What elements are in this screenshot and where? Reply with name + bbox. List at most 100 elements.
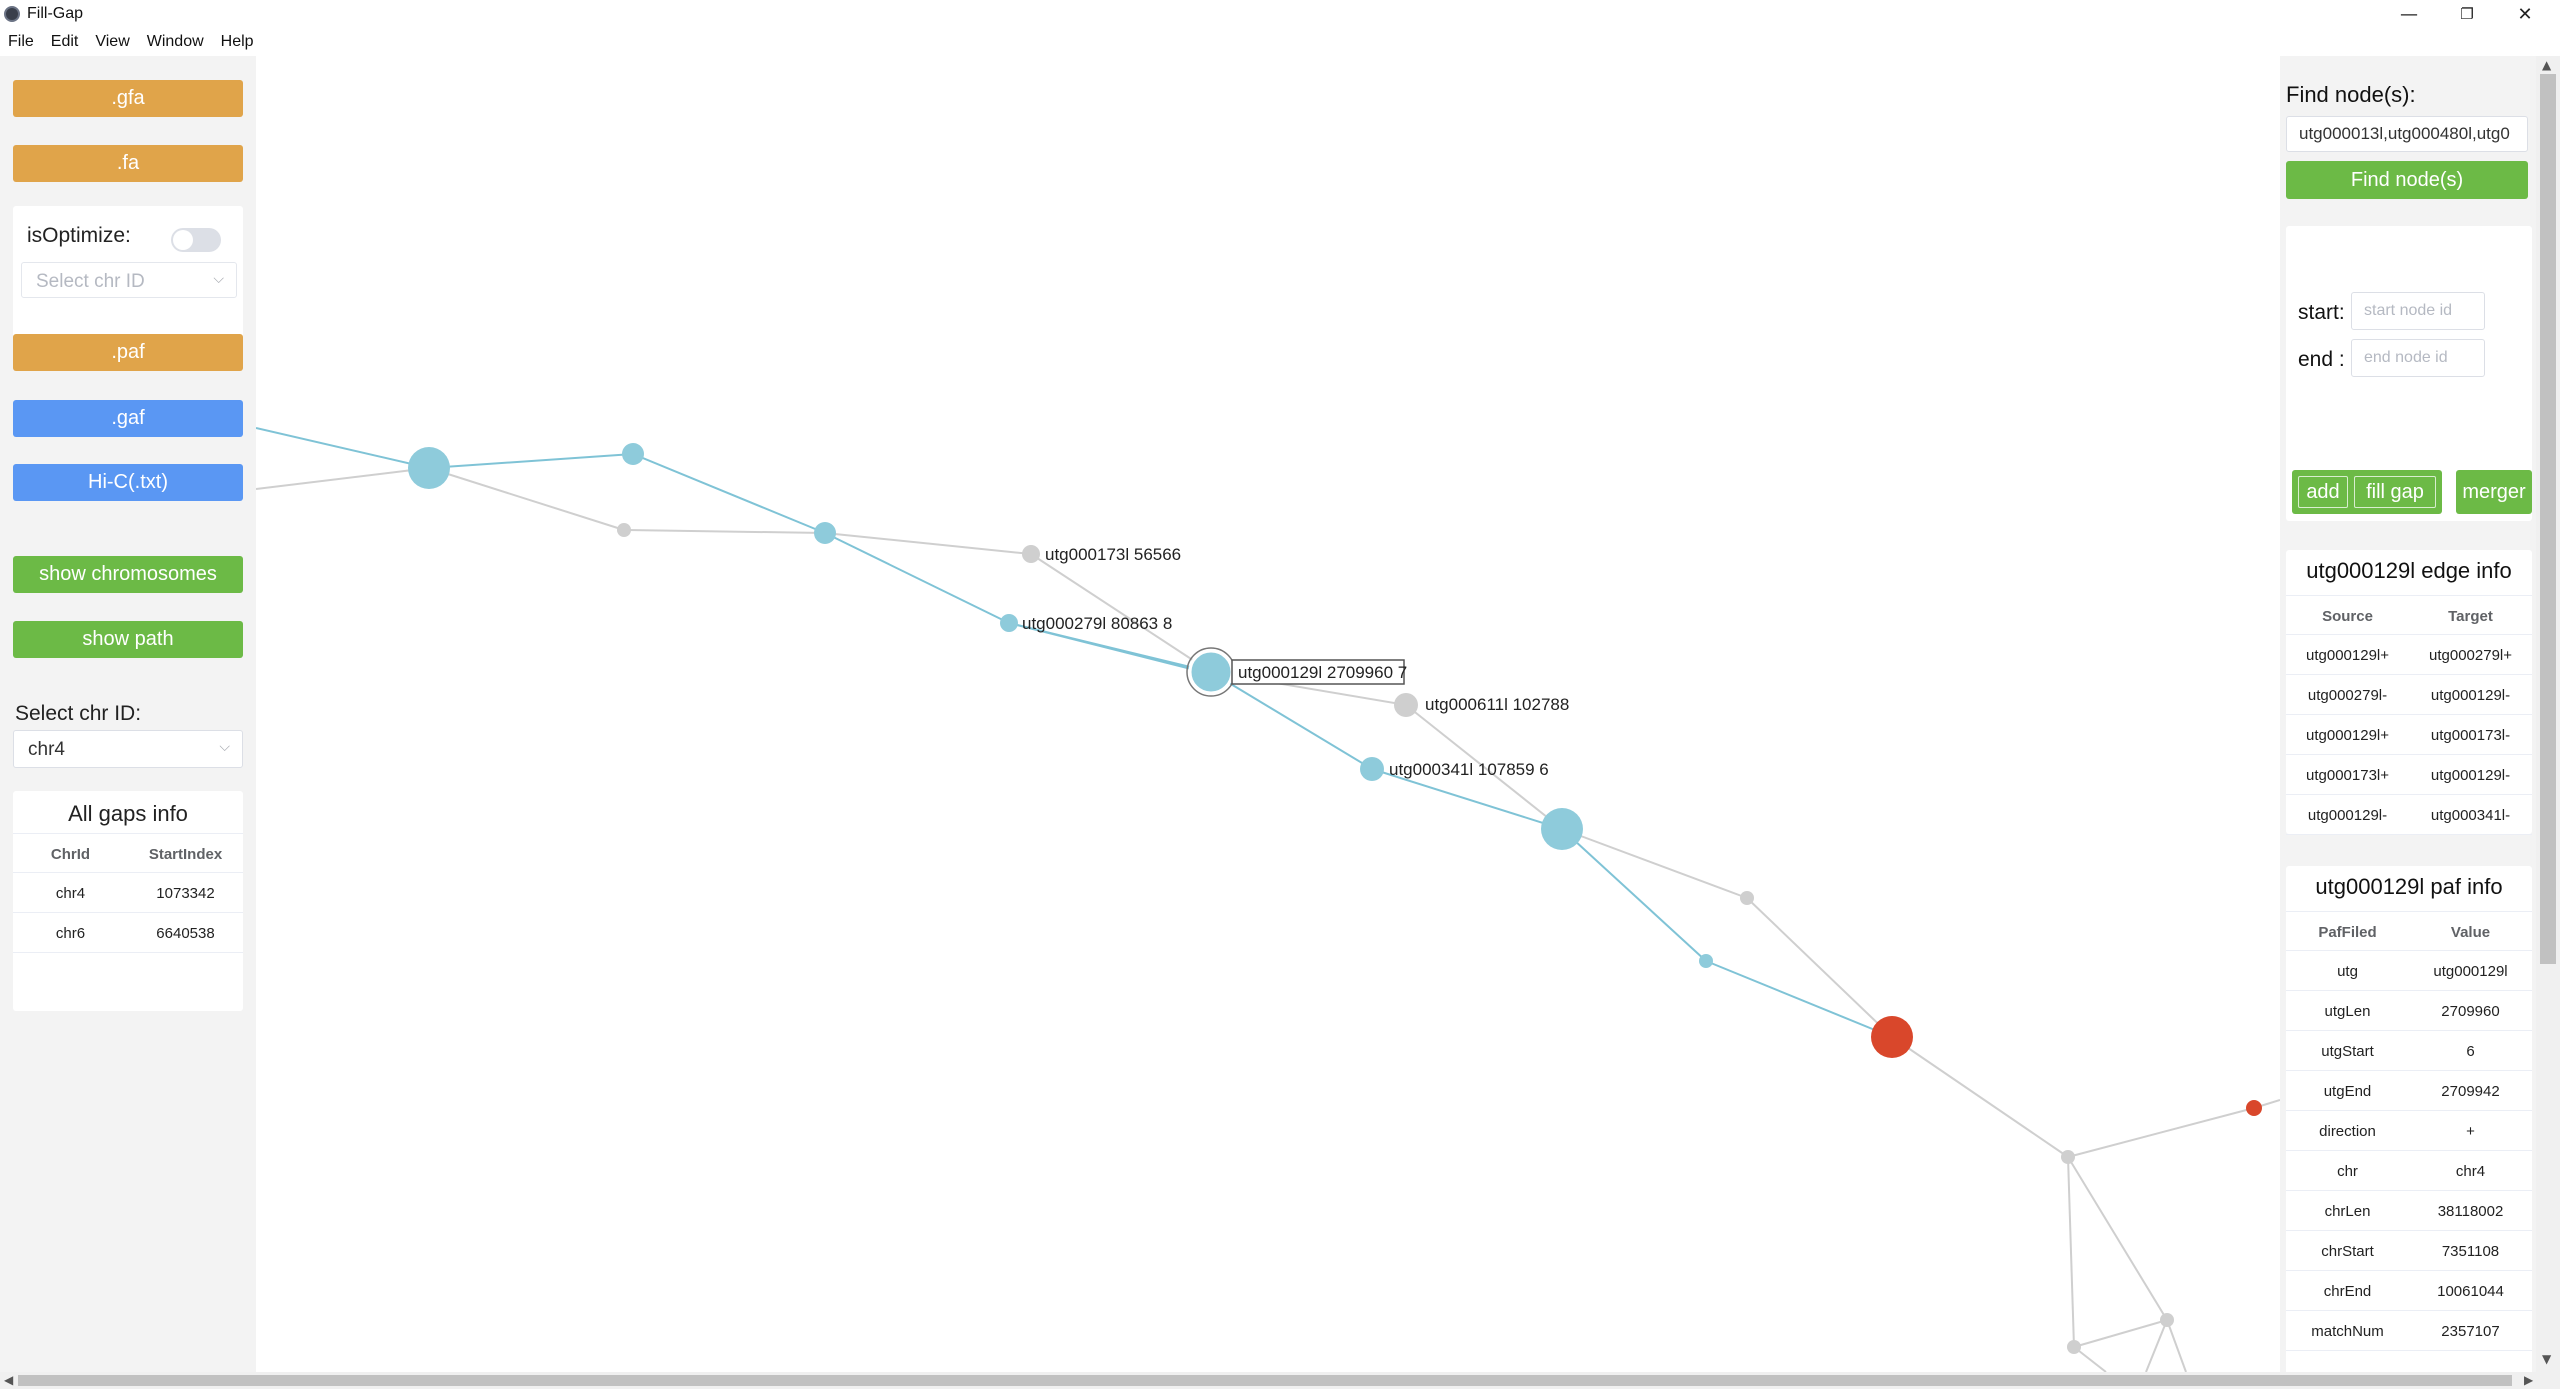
table-cell: utg000341l- bbox=[2430, 807, 2511, 824]
table-row[interactable]: utg000129l+ utg000173l- bbox=[2286, 715, 2532, 755]
find-nodes-button[interactable]: Find node(s) bbox=[2286, 161, 2528, 199]
table-row[interactable]: utgStart 6 bbox=[2286, 1031, 2532, 1071]
table-row[interactable]: matchNum 2357107 bbox=[2286, 1311, 2532, 1351]
gap-node[interactable] bbox=[1871, 1016, 1913, 1058]
gap-node[interactable] bbox=[2246, 1100, 2262, 1116]
scroll-up-icon[interactable]: ▲ bbox=[2542, 58, 2552, 72]
close-button[interactable]: ✕ bbox=[2517, 3, 2533, 25]
graph-node[interactable] bbox=[2061, 1150, 2075, 1164]
table-row[interactable]: chr4 1073342 bbox=[13, 873, 243, 913]
table-cell: utg000279l- bbox=[2307, 687, 2388, 704]
table-row[interactable]: utgEnd 2709942 bbox=[2286, 1071, 2532, 1111]
scroll-right-icon[interactable]: ▶ bbox=[2524, 1373, 2534, 1387]
minimize-button[interactable]: — bbox=[2400, 3, 2418, 25]
table-cell: utg000279l+ bbox=[2429, 647, 2512, 664]
menu-help[interactable]: Help bbox=[220, 33, 254, 50]
find-nodes-input[interactable]: utg000013l,utg000480l,utg0 bbox=[2286, 116, 2528, 152]
graph-node[interactable] bbox=[2160, 1313, 2174, 1327]
node-label: utg000279l 80863 8 bbox=[1022, 614, 1172, 633]
graph-edge bbox=[2067, 1156, 2168, 1321]
load-hic-button[interactable]: Hi-C(.txt) bbox=[13, 464, 243, 501]
fill-gap-button[interactable]: fill gap bbox=[2354, 476, 2436, 508]
menu-edit[interactable]: Edit bbox=[50, 33, 79, 50]
scroll-down-icon[interactable]: ▼ bbox=[2542, 1352, 2552, 1366]
add-button[interactable]: add bbox=[2298, 476, 2348, 508]
chr-select-value: chr4 bbox=[28, 739, 65, 760]
table-row[interactable]: chrStart 7351108 bbox=[2286, 1231, 2532, 1271]
table-row[interactable]: utg000129l-utg000341l- bbox=[2286, 795, 2532, 835]
table-cell: chr6 bbox=[55, 925, 86, 942]
load-paf-button[interactable]: .paf bbox=[13, 334, 243, 371]
show-path-button[interactable]: show path bbox=[13, 621, 243, 658]
show-chromosomes-button[interactable]: show chromosomes bbox=[13, 556, 243, 593]
graph-node[interactable] bbox=[617, 523, 631, 537]
table-cell: utg000173l- bbox=[2430, 727, 2511, 744]
graph-canvas[interactable]: utg000173l 56566 utg000279l 80863 8 utg0… bbox=[256, 56, 2280, 1372]
graph-edge bbox=[2067, 1156, 2075, 1348]
node-label: utg000341l 107859 6 bbox=[1389, 760, 1549, 779]
load-gfa-button[interactable]: .gfa bbox=[13, 80, 243, 117]
load-fa-button[interactable]: .fa bbox=[13, 145, 243, 182]
graph-svg[interactable]: utg000173l 56566 utg000279l 80863 8 utg0… bbox=[256, 56, 2280, 1372]
horizontal-scroll-thumb[interactable] bbox=[18, 1375, 2512, 1386]
table-cell: utg000129l bbox=[2433, 963, 2508, 980]
vertical-scroll-thumb[interactable] bbox=[2540, 74, 2556, 964]
graph-node[interactable] bbox=[622, 443, 644, 465]
optimize-toggle[interactable] bbox=[171, 228, 221, 252]
end-node-input[interactable]: end node id bbox=[2351, 339, 2485, 377]
table-row[interactable]: utgLen 2709960 bbox=[2286, 991, 2532, 1031]
table-row[interactable]: chr chr4 bbox=[2286, 1151, 2532, 1191]
table-cell: utg000129l- bbox=[2430, 767, 2511, 784]
graph-edge bbox=[2166, 1319, 2187, 1372]
chr-select[interactable]: chr4 ⌵ bbox=[13, 730, 243, 768]
graph-node-utg000173l[interactable] bbox=[1022, 545, 1040, 563]
menu-file[interactable]: File bbox=[8, 33, 34, 50]
table-row[interactable]: utg000129l+ utg000279l+ bbox=[2286, 635, 2532, 675]
scroll-left-icon[interactable]: ◀ bbox=[4, 1373, 14, 1387]
graph-node[interactable] bbox=[1740, 891, 1754, 905]
table-row[interactable]: utg000279l-utg000129l- bbox=[2286, 675, 2532, 715]
table-row[interactable]: utg000173l+ utg000129l- bbox=[2286, 755, 2532, 795]
chr-select-label: Select chr ID: bbox=[15, 702, 142, 725]
horizontal-scrollbar[interactable]: ◀ ▶ bbox=[0, 1372, 2560, 1389]
menu-view[interactable]: View bbox=[95, 33, 130, 50]
toggle-knob bbox=[173, 230, 193, 250]
table-row[interactable]: chr6 6640538 bbox=[13, 913, 243, 953]
restore-button[interactable]: ❐ bbox=[2460, 5, 2474, 23]
graph-node-utg000279l[interactable] bbox=[1000, 614, 1018, 632]
graph-node[interactable] bbox=[814, 522, 836, 544]
graph-edge bbox=[632, 453, 826, 534]
table-row[interactable]: chrLen 38118002 bbox=[2286, 1191, 2532, 1231]
end-label: end : bbox=[2298, 348, 2345, 371]
merger-button[interactable]: merger bbox=[2456, 470, 2532, 514]
table-cell: matchNum bbox=[2311, 1323, 2384, 1340]
optimize-chr-select[interactable]: Select chr ID ⌵ bbox=[21, 262, 237, 298]
graph-nodes[interactable] bbox=[408, 443, 2262, 1354]
graph-node[interactable] bbox=[1541, 808, 1583, 850]
menu-bar: File Edit View Window Help bbox=[0, 28, 2560, 56]
table-cell: utgStart bbox=[2321, 1043, 2374, 1060]
graph-labels: utg000173l 56566 utg000279l 80863 8 utg0… bbox=[1022, 545, 1569, 779]
load-gaf-button[interactable]: .gaf bbox=[13, 400, 243, 437]
table-cell: + bbox=[2466, 1123, 2475, 1140]
table-row[interactable]: utg utg000129l bbox=[2286, 951, 2532, 991]
table-row[interactable]: chrEnd 10061044 bbox=[2286, 1271, 2532, 1311]
graph-node-utg000341l[interactable] bbox=[1360, 757, 1384, 781]
graph-edge bbox=[428, 453, 634, 469]
table-cell: chrLen bbox=[2324, 1203, 2371, 1220]
table-cell: utgLen bbox=[2324, 1003, 2371, 1020]
graph-node-utg000611l[interactable] bbox=[1394, 693, 1418, 717]
column-header: Target bbox=[2448, 608, 2493, 625]
graph-node[interactable] bbox=[1699, 954, 1713, 968]
vertical-scrollbar[interactable]: ▲ ▼ bbox=[2536, 56, 2560, 1372]
table-row[interactable]: direction + bbox=[2286, 1111, 2532, 1151]
graph-node[interactable] bbox=[408, 447, 450, 489]
table-cell: 7351108 bbox=[2441, 1243, 2500, 1260]
paf-info-title: utg000129l paf info bbox=[2315, 874, 2503, 899]
graph-edge bbox=[824, 532, 1032, 555]
paf-info-card: utg000129l paf info PafFiled Value utg ut… bbox=[2286, 866, 2532, 1396]
graph-node-utg000129l[interactable] bbox=[1188, 649, 1234, 695]
menu-window[interactable]: Window bbox=[146, 33, 204, 50]
start-node-input[interactable]: start node id bbox=[2351, 292, 2485, 330]
graph-node[interactable] bbox=[2067, 1340, 2081, 1354]
